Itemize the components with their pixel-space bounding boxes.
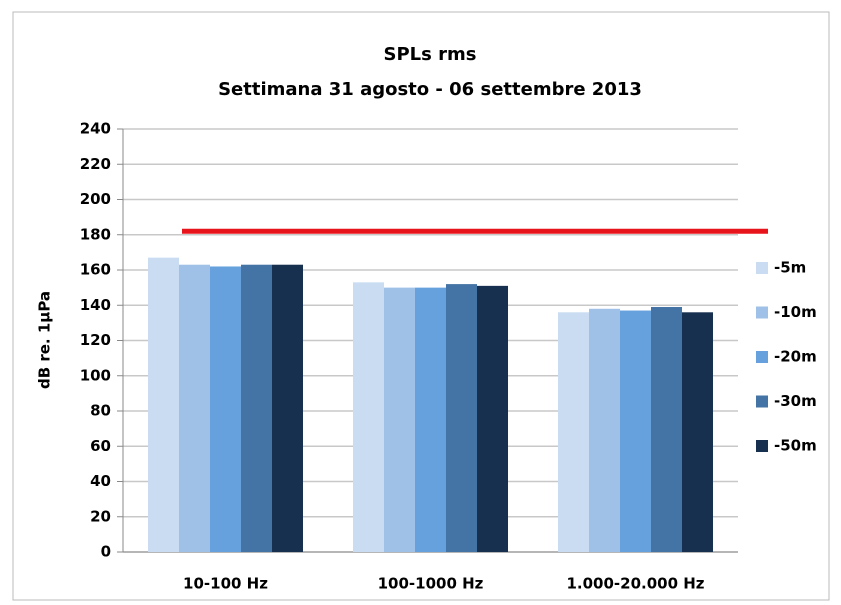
bar <box>272 264 303 552</box>
bar <box>179 264 210 552</box>
y-tick-label: 240 <box>80 120 111 138</box>
legend-label: -20m <box>774 348 817 366</box>
legend-swatch <box>756 262 768 274</box>
bar <box>589 308 620 552</box>
bar <box>620 310 651 552</box>
y-tick-label: 60 <box>90 437 111 455</box>
bar <box>558 312 589 552</box>
y-tick-label: 160 <box>80 261 111 279</box>
x-tick-label: 100-1000 Hz <box>378 575 484 593</box>
y-tick-label: 200 <box>80 190 111 208</box>
legend-label: -50m <box>774 437 817 455</box>
x-tick-label: 10-100 Hz <box>183 575 268 593</box>
bar <box>148 257 179 552</box>
y-tick-label: 100 <box>80 366 111 384</box>
y-tick-label: 180 <box>80 225 111 243</box>
y-axis-label: dB re. 1µPa <box>36 291 54 389</box>
y-tick-label: 40 <box>90 472 111 490</box>
y-tick-label: 0 <box>101 543 111 561</box>
legend-label: -30m <box>774 392 817 410</box>
chart-subtitle: Settimana 31 agosto - 06 settembre 2013 <box>218 79 642 100</box>
y-tick-label: 140 <box>80 296 111 314</box>
legend-label: -10m <box>774 303 817 321</box>
legend-swatch <box>756 440 768 452</box>
bar <box>477 285 508 552</box>
bar <box>415 287 446 552</box>
y-tick-label: 20 <box>90 507 111 525</box>
legend-swatch <box>756 395 768 408</box>
bar <box>353 282 384 552</box>
y-tick-label: 120 <box>80 331 111 349</box>
bar <box>384 287 415 552</box>
y-tick-label: 80 <box>90 402 111 420</box>
chart-title: SPLs rms <box>384 44 477 65</box>
legend-swatch <box>756 306 768 319</box>
legend-swatch <box>756 351 768 363</box>
x-tick-label: 1.000-20.000 Hz <box>566 575 704 593</box>
y-tick-label: 220 <box>80 155 111 173</box>
bar <box>210 266 241 552</box>
legend-label: -5m <box>774 259 806 277</box>
bar <box>446 284 477 552</box>
bar <box>651 307 682 552</box>
bar <box>682 312 713 552</box>
bar <box>241 264 272 552</box>
